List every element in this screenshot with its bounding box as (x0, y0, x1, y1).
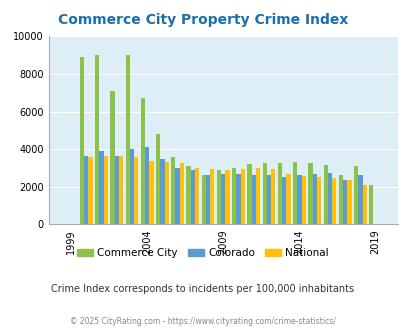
Text: Crime Index corresponds to incidents per 100,000 inhabitants: Crime Index corresponds to incidents per… (51, 284, 354, 294)
Bar (175, 168, 179, 224)
Bar (145, 147, 149, 224)
Bar (338, 175, 342, 224)
Bar (357, 176, 362, 224)
Bar (266, 175, 271, 224)
Bar (171, 157, 175, 224)
Bar (216, 170, 221, 224)
Bar (316, 178, 320, 224)
Bar (125, 55, 130, 224)
Bar (251, 175, 255, 224)
Bar (160, 159, 164, 224)
Bar (141, 98, 145, 224)
Bar (99, 151, 103, 224)
Bar (281, 178, 286, 224)
Bar (164, 162, 168, 224)
Bar (88, 157, 92, 224)
Bar (110, 91, 114, 224)
Bar (225, 170, 229, 224)
Bar (255, 168, 260, 224)
Bar (114, 156, 119, 224)
Text: © 2025 CityRating.com - https://www.cityrating.com/crime-statistics/: © 2025 CityRating.com - https://www.city… (70, 317, 335, 326)
Bar (194, 168, 199, 224)
Bar (156, 134, 160, 224)
Bar (292, 162, 296, 224)
Bar (327, 173, 331, 224)
Bar (240, 169, 244, 224)
Bar (201, 175, 205, 224)
Bar (232, 168, 236, 224)
Bar (236, 174, 240, 224)
Bar (296, 176, 301, 224)
Bar (179, 163, 183, 224)
Bar (323, 165, 327, 224)
Bar (312, 174, 316, 224)
Bar (271, 169, 275, 224)
Bar (103, 156, 108, 224)
Bar (221, 174, 225, 224)
Bar (119, 156, 123, 224)
Bar (149, 161, 153, 224)
Bar (307, 163, 312, 224)
Bar (130, 149, 134, 224)
Bar (342, 180, 346, 224)
Bar (301, 177, 305, 224)
Bar (84, 156, 88, 224)
Bar (362, 185, 366, 224)
Bar (368, 185, 373, 224)
Bar (95, 55, 99, 224)
Bar (80, 57, 84, 224)
Bar (134, 157, 138, 224)
Bar (353, 166, 357, 224)
Bar (190, 170, 194, 224)
Bar (262, 163, 266, 224)
Bar (331, 178, 335, 224)
Text: Commerce City Property Crime Index: Commerce City Property Crime Index (58, 13, 347, 27)
Bar (186, 166, 190, 224)
Bar (247, 164, 251, 224)
Bar (286, 174, 290, 224)
Bar (277, 163, 281, 224)
Bar (346, 180, 351, 224)
Legend: Commerce City, Colorado, National: Commerce City, Colorado, National (73, 244, 332, 262)
Bar (210, 169, 214, 224)
Bar (205, 175, 210, 224)
